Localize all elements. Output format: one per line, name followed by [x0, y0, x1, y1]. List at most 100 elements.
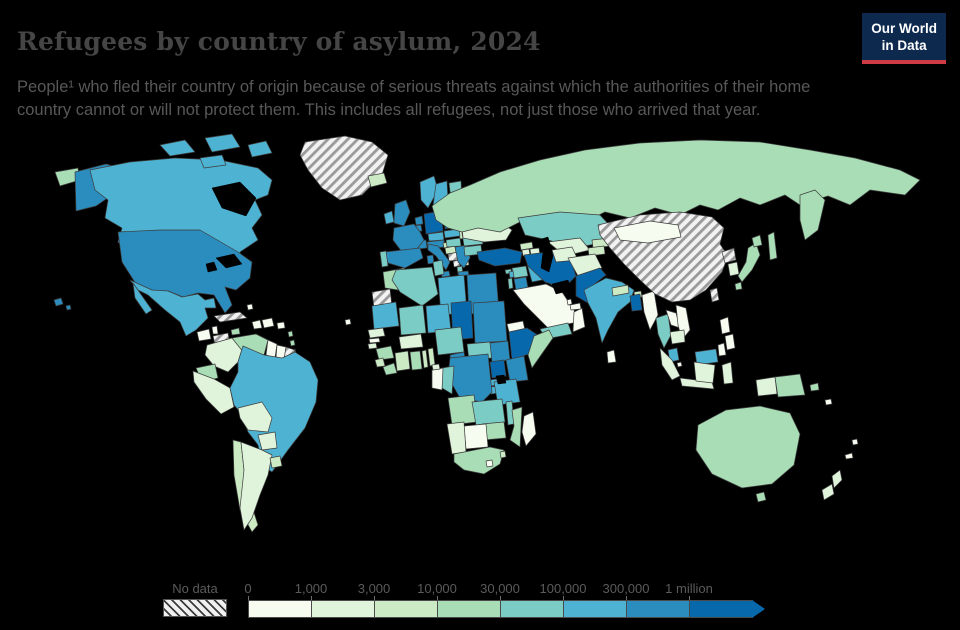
country-bolivia[interactable] [237, 401, 273, 433]
country-philippines-1[interactable] [719, 316, 731, 335]
country-zambia[interactable] [471, 398, 506, 426]
country-iceland[interactable] [367, 172, 388, 188]
country-brazil[interactable] [229, 345, 319, 473]
legend-bin-segment[interactable] [626, 600, 690, 618]
country-philippines-3[interactable] [717, 342, 727, 357]
country-eswatini[interactable] [499, 450, 507, 459]
country-netherlands[interactable] [414, 215, 424, 226]
country-argentina[interactable] [239, 441, 273, 531]
country-south-sudan[interactable] [489, 340, 511, 363]
country-mongolia[interactable] [613, 220, 682, 244]
country-uganda[interactable] [489, 359, 507, 379]
country-syria[interactable] [511, 265, 529, 279]
country-congo[interactable] [441, 365, 455, 395]
country-paraguay[interactable] [257, 431, 278, 451]
country-nigeria[interactable] [434, 326, 465, 356]
country-equatorial-guinea[interactable] [431, 363, 441, 371]
country-oman[interactable] [572, 307, 586, 333]
country-russia-sakhalin[interactable] [767, 231, 778, 261]
country-gambia[interactable] [368, 337, 381, 344]
country-australia-tasmania[interactable] [755, 491, 767, 503]
country-mali[interactable] [398, 304, 427, 336]
country-burkina-faso[interactable] [398, 333, 424, 350]
country-south-africa[interactable] [453, 446, 505, 475]
country-thailand[interactable] [655, 313, 672, 349]
country-algeria[interactable] [391, 266, 439, 307]
country-canada-arctic-3[interactable] [247, 140, 273, 158]
country-north-korea[interactable] [721, 247, 737, 264]
country-taiwan[interactable] [709, 287, 720, 303]
country-japan[interactable] [737, 242, 761, 283]
country-portugal[interactable] [379, 250, 389, 268]
country-kenya[interactable] [505, 355, 529, 383]
country-tunisia[interactable] [432, 259, 445, 277]
legend-bin-segment[interactable] [689, 600, 753, 618]
country-turkey[interactable] [476, 247, 523, 267]
country-guatemala[interactable] [196, 328, 212, 342]
country-solomon-islands[interactable] [824, 398, 833, 406]
country-greenland[interactable] [299, 135, 389, 201]
country-mexico[interactable] [129, 279, 217, 337]
country-angola[interactable] [447, 394, 478, 426]
country-myanmar[interactable] [641, 290, 659, 331]
country-new-caledonia[interactable] [844, 452, 854, 460]
country-vietnam[interactable] [675, 304, 691, 341]
country-mexico-baja[interactable] [132, 282, 153, 315]
country-qatar[interactable] [566, 298, 573, 306]
country-sierra-leone[interactable] [374, 357, 386, 368]
country-singapore[interactable] [676, 361, 683, 368]
country-bahamas[interactable] [246, 303, 254, 311]
country-tanzania[interactable] [493, 378, 521, 406]
country-united-kingdom[interactable] [393, 199, 411, 227]
legend-bin-segment[interactable] [437, 600, 501, 618]
country-benin[interactable] [427, 347, 436, 367]
country-botswana[interactable] [463, 423, 489, 450]
country-czechia[interactable] [427, 231, 445, 242]
legend-bin-segment[interactable] [500, 600, 564, 618]
country-japan-hokkaido[interactable] [751, 234, 763, 248]
country-australia[interactable] [695, 405, 801, 489]
country-guinea-bissau[interactable] [367, 342, 378, 350]
country-nepal[interactable] [611, 284, 630, 297]
country-south-korea[interactable] [727, 261, 740, 277]
country-png-islands[interactable] [809, 382, 820, 392]
country-malaysia-borneo[interactable] [694, 348, 719, 366]
country-indonesia-sulawesi[interactable] [721, 361, 734, 385]
country-france[interactable] [392, 223, 425, 253]
country-peru[interactable] [192, 370, 235, 415]
country-ivory-coast[interactable] [394, 350, 411, 372]
country-philippines-2[interactable] [724, 333, 736, 351]
country-norway[interactable] [419, 175, 439, 209]
country-ghana[interactable] [409, 350, 423, 371]
country-lesser-antilles-1[interactable] [287, 330, 294, 338]
country-georgia[interactable] [519, 241, 534, 251]
country-indonesia-papua[interactable] [755, 376, 778, 397]
country-uae[interactable] [569, 302, 582, 311]
country-ireland[interactable] [383, 210, 395, 225]
country-senegal[interactable] [367, 327, 386, 339]
country-mauritania[interactable] [371, 301, 400, 330]
country-lesotho[interactable] [485, 459, 494, 468]
country-bangladesh[interactable] [629, 293, 643, 312]
country-indonesia-sumatra[interactable] [659, 347, 681, 381]
country-madagascar[interactable] [521, 411, 537, 447]
country-cape-verde[interactable] [344, 318, 352, 326]
country-haiti[interactable] [251, 319, 263, 330]
country-puerto-rico[interactable] [276, 321, 286, 330]
legend-bin-segment[interactable] [374, 600, 438, 618]
country-japan-kyushu[interactable] [734, 281, 743, 291]
country-israel[interactable] [507, 277, 514, 290]
country-sri-lanka[interactable] [606, 349, 617, 364]
country-spain[interactable] [384, 247, 424, 269]
country-gabon[interactable] [431, 367, 444, 391]
country-canada-arctic-2[interactable] [204, 133, 241, 153]
country-italy[interactable] [427, 243, 451, 271]
country-jamaica[interactable] [230, 327, 241, 336]
country-hungary[interactable] [445, 237, 462, 248]
country-togo[interactable] [421, 349, 429, 369]
country-tajikistan[interactable] [587, 245, 606, 257]
legend-bin-segment[interactable] [311, 600, 375, 618]
country-new-zealand-south[interactable] [821, 483, 835, 501]
country-lebanon[interactable] [508, 270, 515, 279]
country-somalia[interactable] [527, 329, 554, 369]
